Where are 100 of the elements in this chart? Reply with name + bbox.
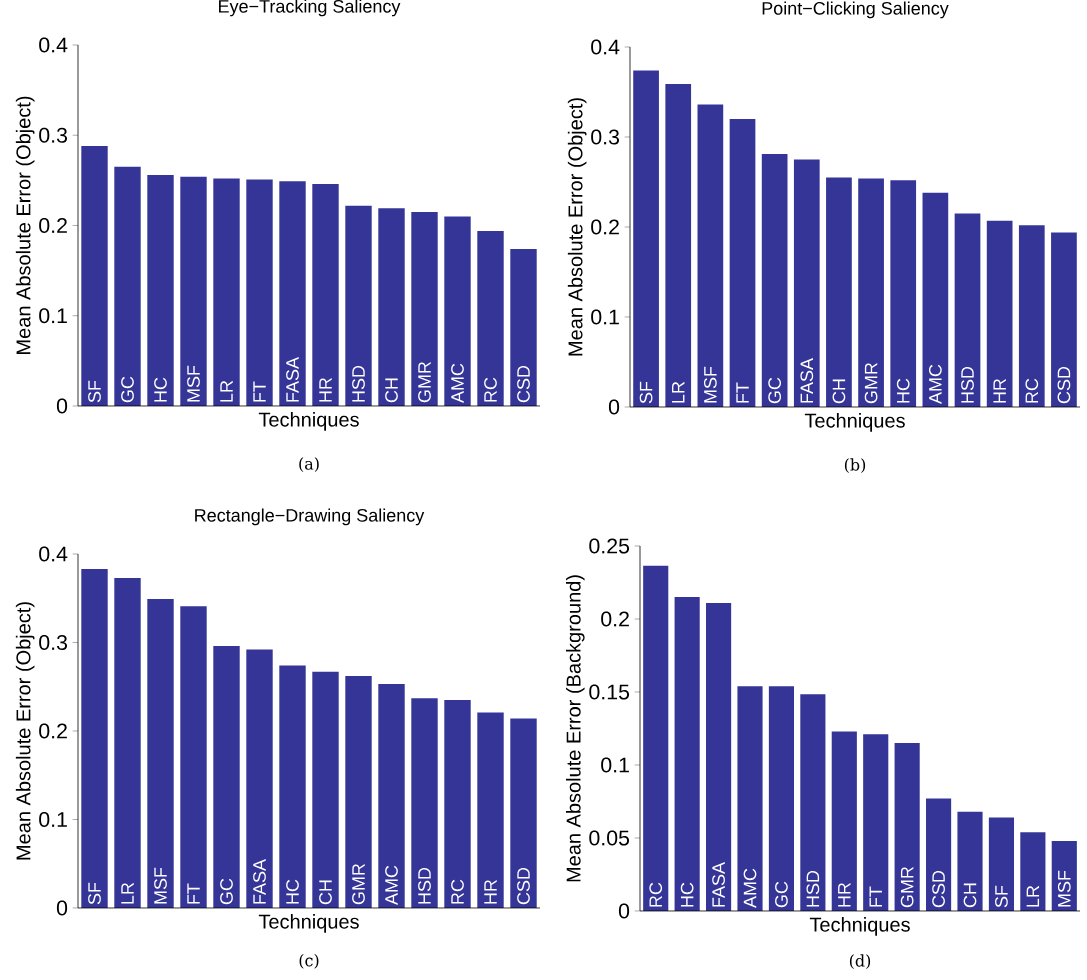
x-tick-label: GMR <box>900 866 914 908</box>
bar <box>954 213 981 407</box>
x-tick-label: GMR <box>418 361 431 403</box>
y-axis-title: Mean Absolute Error (Background) <box>565 575 585 882</box>
x-axis-title: Techniques <box>804 413 905 432</box>
x-tick-label: RC <box>484 377 497 402</box>
bar <box>800 694 826 911</box>
y-tick-label: 0 <box>618 903 630 919</box>
x-tick-label: CSD <box>517 867 530 905</box>
x-axis-title: Techniques <box>258 412 359 431</box>
x-tick-label: RC <box>1025 378 1039 403</box>
x-tick-label: RC <box>451 879 464 904</box>
bar <box>988 817 1015 911</box>
chart-title: Point−Clicking Saliency <box>762 1 949 19</box>
x-tick-label: SF <box>995 885 1008 908</box>
y-tick-label: 0.1 <box>39 308 67 324</box>
x-tick-label: GMR <box>864 362 878 404</box>
y-tick-label: 0.15 <box>589 684 630 700</box>
bar <box>737 686 763 911</box>
y-tick-label: 0.2 <box>39 217 67 234</box>
bar <box>477 712 504 908</box>
x-tick-label: HSD <box>806 870 820 907</box>
x-tick-label: GC <box>768 377 782 404</box>
x-tick-label: CH <box>385 378 398 403</box>
y-tick-label: 0.4 <box>39 546 68 562</box>
x-tick-label: GC <box>220 878 233 905</box>
y-tick-label: 0.4 <box>591 39 620 55</box>
y-tick-label: 0.4 <box>39 37 68 53</box>
y-tick-label: 0.3 <box>39 127 68 143</box>
x-tick-label: AMC <box>451 363 464 404</box>
x-tick-label: MSF <box>187 365 200 402</box>
bar <box>477 230 504 406</box>
bar <box>890 180 917 407</box>
bar <box>378 684 405 908</box>
bar <box>279 665 306 908</box>
bar <box>378 208 405 406</box>
bar <box>831 731 857 911</box>
bar <box>213 646 240 908</box>
x-tick-label: LR <box>121 882 134 904</box>
y-tick-label: 0 <box>56 900 68 916</box>
x-tick-label: FT <box>187 883 200 904</box>
x-tick-label: HR <box>993 378 1006 403</box>
x-tick-label: LR <box>672 381 685 403</box>
bar <box>1020 832 1046 911</box>
x-tick-label: HR <box>484 879 497 904</box>
x-axis-title: Techniques <box>809 917 910 936</box>
y-tick-label: 0.2 <box>591 219 619 235</box>
bar <box>345 676 372 908</box>
bar <box>858 178 884 407</box>
x-tick-label: AMC <box>743 868 757 909</box>
bar <box>345 205 372 406</box>
chart-title: Rectangle−Drawing Saliency <box>195 508 425 526</box>
x-tick-label: HC <box>154 377 167 402</box>
bar <box>761 154 788 407</box>
x-tick-label: HSD <box>961 366 974 403</box>
x-tick-label: AMC <box>928 364 942 405</box>
bar <box>279 181 306 406</box>
y-tick-label: 0 <box>56 398 68 414</box>
x-tick-label: CSD <box>932 870 945 908</box>
bar <box>147 599 174 908</box>
bar <box>444 216 471 406</box>
y-tick-label: 0.1 <box>591 309 619 325</box>
bar <box>180 176 207 406</box>
x-tick-label: HC <box>680 882 694 907</box>
y-tick-label: 0.2 <box>601 611 629 627</box>
bar <box>411 698 438 908</box>
bar <box>81 569 108 908</box>
x-tick-label: SF <box>88 882 101 905</box>
x-tick-label: RC <box>649 882 663 907</box>
x-tick-label: CH <box>963 883 977 908</box>
x-tick-label: HSD <box>352 365 365 402</box>
x-tick-label: FT <box>736 382 749 403</box>
bar <box>444 700 471 908</box>
x-tick-label: SF <box>88 380 101 403</box>
bar <box>180 606 207 908</box>
bar <box>768 686 795 911</box>
bar <box>633 70 659 407</box>
chart-title: Eye−Tracking Saliency <box>219 0 401 17</box>
text: (a) <box>299 457 319 472</box>
text: (c) <box>299 954 319 969</box>
x-axis-title: Techniques <box>258 914 359 933</box>
x-tick-label: MSF <box>1057 870 1071 907</box>
x-tick-label: AMC <box>385 865 398 906</box>
x-tick-label: FASA <box>712 862 725 907</box>
bar <box>81 146 108 406</box>
x-tick-label: SF <box>639 381 653 404</box>
text: (b) <box>844 458 866 473</box>
x-tick-label: HR <box>319 377 332 402</box>
bar <box>863 734 889 911</box>
bar <box>246 179 273 406</box>
bar <box>510 248 537 406</box>
bar <box>114 577 141 908</box>
bar <box>312 671 339 908</box>
x-tick-label: HC <box>286 879 299 904</box>
y-axis-title: Mean Absolute Error (Object) <box>15 602 35 860</box>
bar <box>986 220 1013 407</box>
bar <box>246 649 273 908</box>
bar <box>894 743 920 911</box>
x-tick-label: FASA <box>800 358 814 403</box>
bar <box>114 166 141 406</box>
